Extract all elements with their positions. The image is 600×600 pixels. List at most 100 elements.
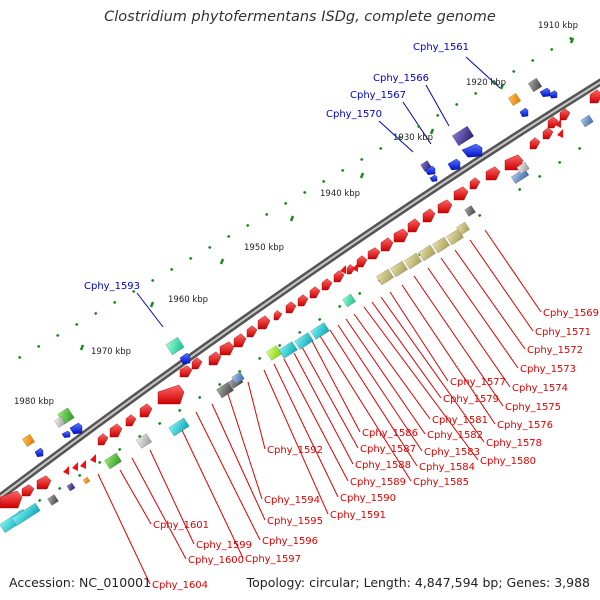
inner-track-dot [158, 421, 162, 426]
scale-dot [132, 289, 136, 294]
scale-dot [284, 201, 288, 206]
forward-gene-arrowhead [80, 460, 86, 469]
locus-label-red: Cphy_1587 [360, 444, 416, 455]
leader-line-red [401, 284, 496, 425]
locus-label-red: Cphy_1576 [497, 420, 553, 431]
inner-track-dot [578, 146, 582, 151]
forward-gene-arrowhead [340, 265, 346, 274]
forward-gene-arrow [233, 333, 247, 348]
locus-label-red: Cphy_1600 [188, 555, 244, 566]
leader-line-red [179, 425, 244, 559]
locus-label-red: Cphy_1582 [427, 430, 483, 441]
scale-dot [94, 311, 98, 316]
scale-dot [18, 355, 22, 360]
forward-gene-arrow [0, 490, 23, 509]
inner-track-dot [218, 382, 222, 387]
leader-line-red [345, 318, 426, 435]
scale-dot [531, 58, 535, 63]
reverse-gene-arrow [519, 107, 529, 118]
scale-dot [189, 256, 193, 261]
forward-gene-arrow [97, 433, 109, 446]
scale-tick-label: 1950 kbp [244, 243, 284, 253]
gene-feature-box [216, 381, 234, 399]
leader-line-red [301, 346, 359, 449]
scale-dot [246, 223, 250, 228]
gene-feature-box [390, 260, 408, 278]
leader-line-blue [425, 84, 450, 127]
reverse-gene-arrow [61, 430, 71, 438]
locus-label-red: Cphy_1573 [520, 364, 576, 375]
inner-track-dot [258, 356, 262, 361]
scale-tick-label: 1960 kbp [168, 295, 208, 305]
gene-feature-box [580, 114, 594, 128]
forward-gene-arrowhead [555, 119, 561, 128]
forward-gene-arrow [485, 166, 501, 181]
gene-feature-box [82, 476, 91, 485]
reverse-gene-arrow [69, 422, 83, 435]
scale-dot [303, 190, 307, 195]
scale-tick [79, 344, 85, 351]
scale-tick-label: 1920 kbp [466, 78, 506, 88]
scale-dot [113, 300, 117, 305]
gene-feature-box [265, 345, 283, 361]
locus-label-red: Cphy_1581 [432, 415, 488, 426]
forward-gene-arrow [529, 137, 541, 150]
forward-gene-arrow [547, 116, 559, 129]
inner-track-dot [38, 498, 42, 503]
scale-tick-label: 1940 kbp [320, 189, 360, 199]
scale-dot [398, 135, 402, 140]
inner-track-dot [518, 187, 522, 192]
forward-gene-arrow [139, 403, 153, 418]
leader-line-red [454, 249, 526, 350]
inner-track-dot [318, 317, 322, 322]
locus-label-red: Cphy_1591 [330, 510, 386, 521]
gene-feature-box [278, 341, 298, 359]
forward-gene-arrow [36, 475, 52, 490]
locus-label-red: Cphy_1599 [196, 540, 252, 551]
leader-line-red [469, 239, 534, 332]
gene-feature-box [456, 221, 470, 236]
scale-tick [219, 258, 225, 265]
inner-track-dot [98, 460, 102, 465]
forward-gene-arrow [356, 255, 368, 268]
leader-line-red [97, 473, 151, 585]
forward-gene-arrow [422, 208, 436, 223]
gene-feature-box [165, 336, 185, 356]
leader-line-red [353, 313, 431, 420]
forward-gene-arrow [246, 325, 258, 338]
leader-line-red [227, 393, 263, 500]
reverse-gene-arrow [461, 143, 483, 158]
gene-feature-box [310, 322, 330, 340]
scale-tick [359, 172, 365, 179]
locus-label-red: Cphy_1579 [443, 394, 499, 405]
forward-gene-arrow [219, 341, 235, 356]
inner-track-dot [178, 408, 182, 413]
forward-gene-arrow [469, 177, 481, 190]
scale-tick [149, 301, 155, 308]
forward-gene-arrow [21, 484, 35, 497]
leader-line-red [371, 301, 442, 399]
forward-gene-arrowhead [557, 129, 563, 138]
gene-feature-box [432, 236, 450, 254]
forward-gene-arrow [333, 270, 345, 283]
leader-line-red [389, 291, 449, 382]
gene-feature-box [404, 252, 422, 270]
leader-line-red [337, 324, 423, 452]
forward-gene-arrow [125, 414, 137, 427]
genome-summary-text: Topology: circular; Length: 4,847,594 bp… [246, 575, 590, 590]
forward-gene-arrow [453, 186, 469, 201]
locus-label-blue: Cphy_1567 [350, 90, 406, 101]
scale-dot [341, 168, 345, 173]
leader-line-red [283, 358, 349, 482]
scale-tick-label: 1930 kbp [393, 133, 433, 143]
gene-feature-box [376, 268, 394, 286]
leader-line-red [119, 469, 152, 525]
scale-tick-label: 1910 kbp [538, 21, 578, 31]
locus-label-red: Cphy_1569 [543, 308, 599, 319]
gene-feature-box [294, 332, 314, 350]
reverse-gene-arrow [34, 447, 44, 458]
scale-dot [208, 245, 212, 250]
scale-tick [569, 37, 575, 44]
forward-gene-arrow [208, 351, 222, 366]
locus-label-red: Cphy_1588 [355, 460, 411, 471]
